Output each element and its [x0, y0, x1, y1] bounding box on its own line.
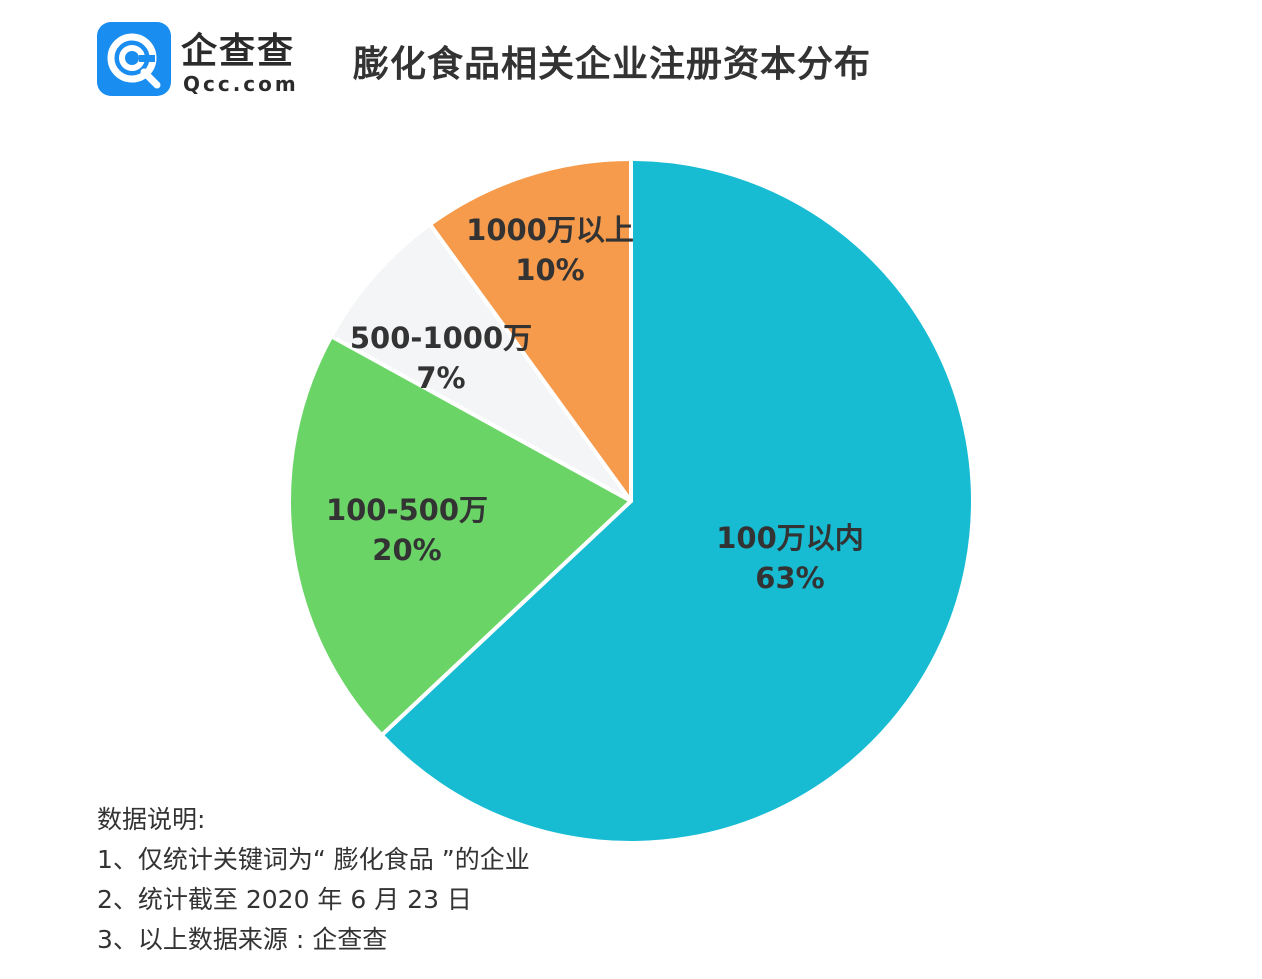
pie-slice-2 [287, 334, 633, 738]
qcc-logo-icon [97, 22, 171, 96]
notes-line-1: 1、仅统计关键词为“ 膨化食品 ”的企业 [97, 845, 530, 874]
slice-label-2: 100-500万 [326, 493, 488, 527]
chart-title: 膨化食品相关企业注册资本分布 [353, 44, 872, 85]
qcc-logo: 企查查 Qcc.com [97, 22, 313, 98]
logo-domain: Qcc.com [183, 72, 299, 96]
notes-line-2: 2、统计截至 2020 年 6 月 23 日 [97, 885, 472, 914]
logo-name: 企查查 [181, 31, 296, 72]
slice-label-3: 500-1000万 [350, 321, 532, 355]
data-notes: 数据说明: 1、仅统计关键词为“ 膨化食品 ”的企业 2、统计截至 2020 年… [97, 800, 530, 960]
notes-line-3: 3、以上数据来源 : 企查查 [97, 925, 388, 954]
slice-percent-2: 20% [372, 533, 441, 567]
pie-slice-4 [427, 157, 633, 503]
notes-heading: 数据说明: [97, 805, 206, 834]
pie-slice-1 [379, 157, 975, 845]
pie-slice-3 [329, 222, 633, 503]
slice-percent-3: 7% [416, 361, 465, 395]
slice-percent-1: 63% [755, 561, 824, 595]
slice-label-1: 100万以内 [716, 521, 864, 555]
slice-label-4: 1000万以上 [466, 213, 634, 247]
slice-percent-4: 10% [515, 253, 584, 287]
